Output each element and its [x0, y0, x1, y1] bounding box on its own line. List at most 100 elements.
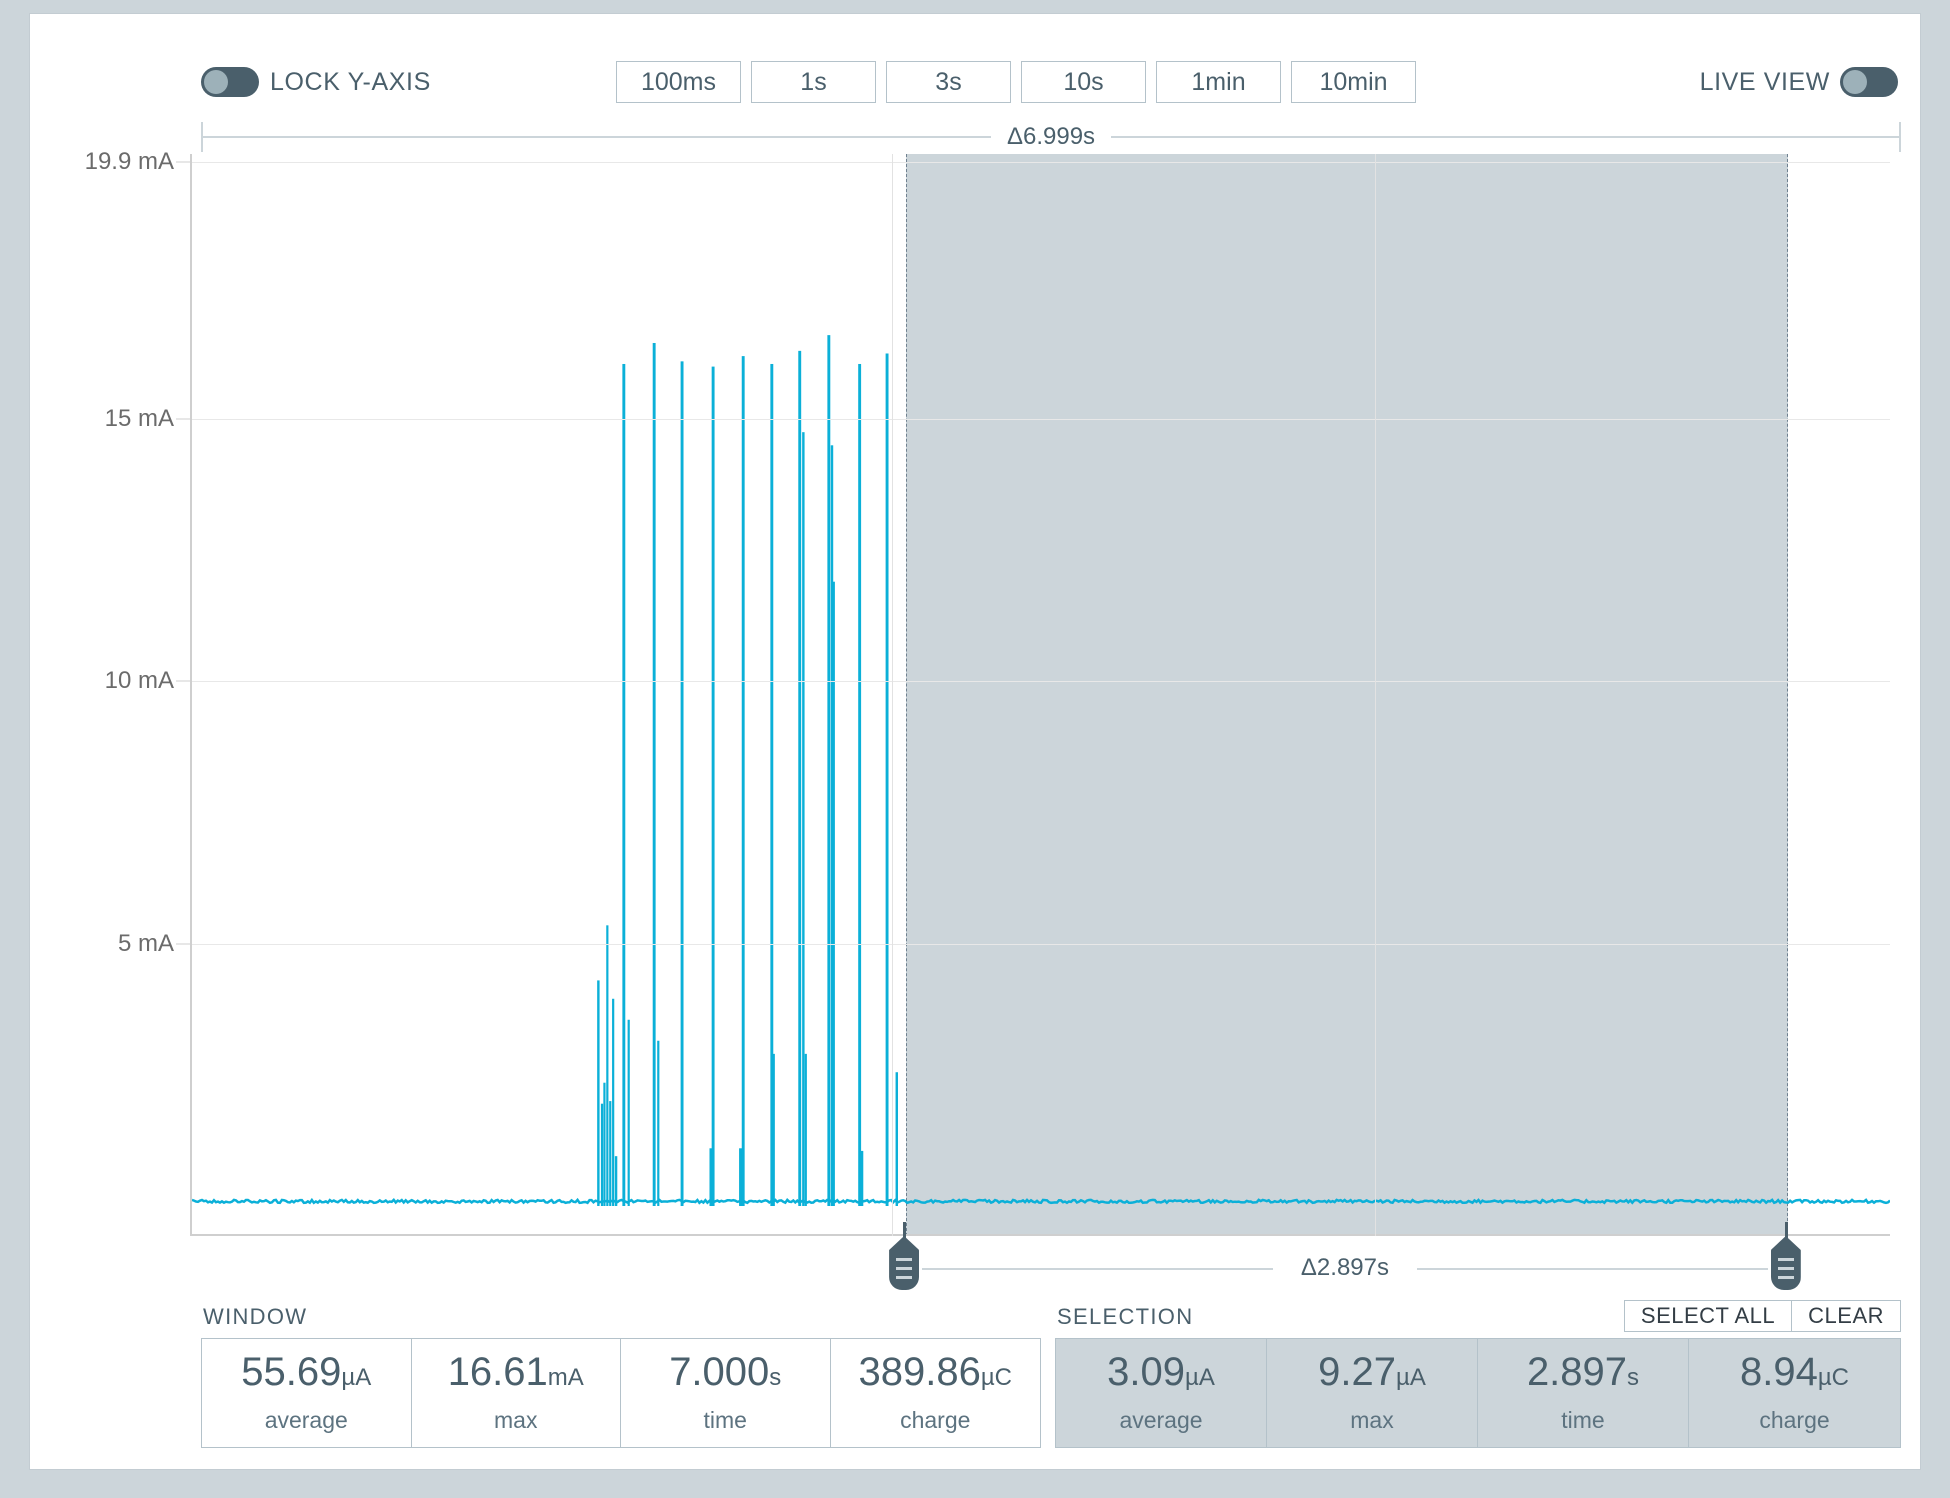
- stat-cell-window-max: 16.61mA max: [412, 1339, 621, 1447]
- bracket-line-right: [1111, 136, 1901, 138]
- selection-stats-grid: 3.09µA average 9.27µA max 2.897s time 8.…: [1055, 1338, 1901, 1448]
- y-axis-tick-label: 15 mA: [104, 405, 174, 433]
- time-range-button-group: 100ms 1s 3s 10s 1min 10min: [616, 61, 1416, 103]
- waveform-spike: [830, 445, 834, 1206]
- plot-canvas[interactable]: [190, 154, 1890, 1236]
- waveform-spike: [709, 1148, 713, 1206]
- handle-grip-line: [1777, 1276, 1794, 1279]
- selection-region[interactable]: [906, 154, 1788, 1236]
- handle-grip-line: [1777, 1267, 1794, 1270]
- waveform-spike: [614, 1156, 618, 1206]
- waveform-spike: [827, 335, 831, 1206]
- y-axis-tick: [176, 418, 190, 420]
- live-view-label: LIVE VIEW: [1699, 68, 1830, 96]
- live-view-toggle[interactable]: [1840, 67, 1898, 97]
- toolbar: LOCK Y-AXIS 100ms 1s 3s 10s 1min 10min L…: [30, 14, 1920, 103]
- range-button-100ms[interactable]: 100ms: [616, 61, 741, 103]
- bracket-line-left: [201, 136, 991, 138]
- stat-label: average: [264, 1407, 348, 1433]
- waveform-spike: [772, 1053, 775, 1206]
- y-axis: 19.9 mA 15 mA 10 mA 5 mA: [30, 148, 190, 1236]
- stat-cell-selection-time: 2.897s time: [1478, 1339, 1689, 1447]
- horizontal-gridline: [192, 943, 1890, 945]
- waveform-spike: [597, 980, 600, 1206]
- range-button-10s[interactable]: 10s: [1021, 61, 1146, 103]
- waveform-spike: [802, 432, 805, 1206]
- handle-grip-line: [896, 1258, 913, 1261]
- clear-selection-button[interactable]: CLEAR: [1791, 1300, 1901, 1332]
- stat-value: 9.27µA: [1318, 1350, 1426, 1394]
- toggle-knob: [1843, 70, 1867, 94]
- selection-line-left: [922, 1268, 1273, 1270]
- stat-value: 55.69µA: [241, 1350, 372, 1394]
- y-axis-tick-label: 5 mA: [117, 929, 174, 957]
- handle-grip-line: [896, 1267, 913, 1270]
- y-axis-tick: [176, 161, 190, 163]
- handle-pin: [1770, 1236, 1801, 1290]
- stat-value: 16.61mA: [447, 1350, 584, 1394]
- selection-handle-right[interactable]: [1770, 1222, 1801, 1290]
- stat-label: average: [1119, 1407, 1203, 1433]
- range-button-3s[interactable]: 3s: [886, 61, 1011, 103]
- waveform-spike: [622, 363, 626, 1206]
- horizontal-gridline: [192, 681, 1890, 683]
- stat-value: 2.897s: [1526, 1350, 1640, 1394]
- lock-y-axis-toggle[interactable]: [201, 67, 259, 97]
- vertical-gridline: [1374, 154, 1376, 1236]
- range-button-10min[interactable]: 10min: [1291, 61, 1416, 103]
- window-stats-grid: 55.69µA average 16.61mA max 7.000s time …: [201, 1338, 1041, 1448]
- select-all-button[interactable]: SELECT ALL: [1623, 1300, 1793, 1332]
- waveform-spike: [804, 1053, 807, 1206]
- stat-value: 389.86µC: [858, 1350, 1012, 1394]
- waveform-spike: [770, 363, 774, 1206]
- stat-label: max: [1350, 1407, 1394, 1433]
- waveform-spike: [657, 1040, 660, 1206]
- waveform-spike: [603, 1082, 606, 1206]
- handle-grip-line: [896, 1276, 913, 1279]
- stat-cell-window-average: 55.69µA average: [202, 1339, 412, 1447]
- stat-value: 3.09µA: [1107, 1350, 1215, 1394]
- stat-cell-selection-average: 3.09µA average: [1056, 1339, 1267, 1447]
- stat-label: max: [494, 1407, 538, 1433]
- waveform-spike: [680, 361, 684, 1206]
- waveform-spike: [612, 998, 615, 1206]
- range-button-1s[interactable]: 1s: [751, 61, 876, 103]
- waveform-spike: [832, 581, 835, 1206]
- range-button-1min[interactable]: 1min: [1156, 61, 1281, 103]
- current-waveform: [192, 335, 1890, 1207]
- waveform-spike: [652, 342, 656, 1206]
- window-duration-bracket: Δ6.999s: [201, 122, 1901, 152]
- y-axis-tick: [176, 680, 190, 682]
- stat-label: charge: [900, 1407, 971, 1433]
- stat-value: 8.94µC: [1739, 1350, 1850, 1394]
- waveform-spike: [606, 925, 609, 1206]
- waveform-spike: [858, 363, 862, 1206]
- waveform-spike: [741, 356, 745, 1206]
- selection-stats-title: SELECTION: [1057, 1304, 1194, 1329]
- waveform-spike: [798, 350, 802, 1206]
- selection-line-right: [1416, 1268, 1768, 1270]
- x-axis-line: [192, 1234, 1890, 1236]
- stat-label: charge: [1759, 1407, 1830, 1433]
- waveform-spike: [739, 1148, 743, 1206]
- stat-cell-selection-charge: 8.94µC charge: [1689, 1339, 1900, 1447]
- handle-stem: [1784, 1222, 1788, 1242]
- stats-bar: WINDOW 55.69µA average 16.61mA max 7.000…: [30, 1300, 1920, 1454]
- waveform-spike: [627, 1019, 630, 1206]
- selection-delta-label: Δ2.897s: [1300, 1254, 1389, 1281]
- lock-y-axis-label: LOCK Y-AXIS: [270, 68, 431, 96]
- handle-pin: [889, 1236, 920, 1290]
- power-profiler-window: LOCK Y-AXIS 100ms 1s 3s 10s 1min 10min L…: [30, 14, 1920, 1469]
- waveform-spike: [885, 353, 889, 1206]
- stat-label: time: [703, 1407, 747, 1433]
- stat-cell-selection-max: 9.27µA max: [1267, 1339, 1478, 1447]
- y-axis-tick-label: 10 mA: [104, 667, 174, 695]
- waveform-baseline: [192, 1197, 1890, 1205]
- waveform-spike: [711, 366, 715, 1207]
- window-stats-title: WINDOW: [203, 1304, 308, 1329]
- selection-handle-left[interactable]: [889, 1222, 920, 1290]
- waveform-spike: [600, 1103, 604, 1206]
- bracket-cap-right: [1899, 122, 1901, 152]
- vertical-gridline: [891, 154, 893, 1236]
- waveform-spike: [609, 1101, 612, 1206]
